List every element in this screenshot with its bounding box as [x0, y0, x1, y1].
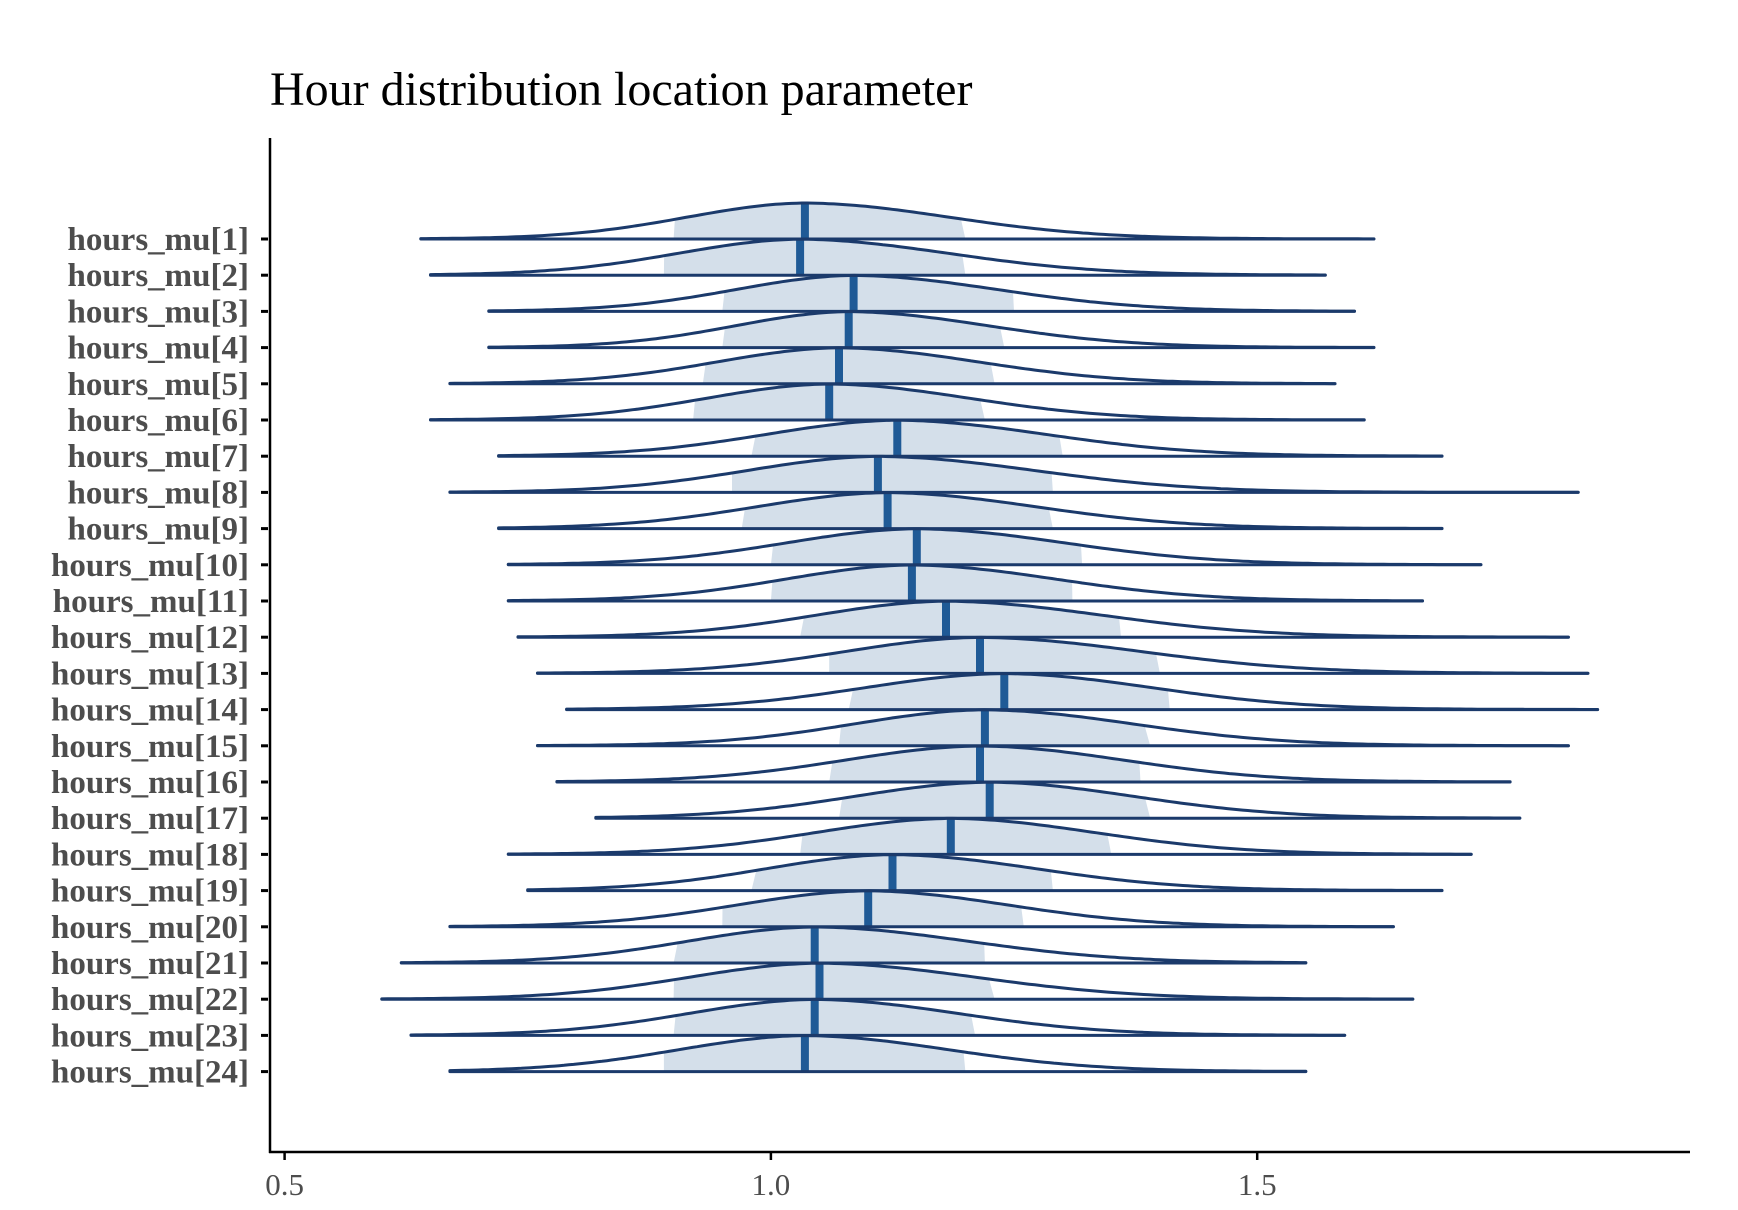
y-tick-label: hours_mu[9]	[67, 512, 249, 548]
ridge-interval-fill	[702, 347, 995, 384]
ridge-11	[506, 563, 1424, 603]
ridge-density-outline	[409, 997, 1347, 1037]
ridge-13	[536, 635, 1590, 675]
ridge-14	[565, 672, 1600, 712]
y-tick-label: hours_mu[17]	[51, 801, 249, 837]
x-tick-label: 0.5	[265, 1167, 304, 1202]
ridge-density-outline	[487, 273, 1356, 313]
y-tick-label: hours_mu[7]	[67, 439, 249, 475]
ridge-density-outline	[448, 346, 1337, 386]
ridge-density-outline	[506, 816, 1473, 856]
ridge-interval-fill	[800, 818, 1112, 855]
ridge-interval-fill	[722, 275, 1014, 312]
y-tick-label: hours_mu[8]	[67, 475, 249, 511]
y-tick-label: hours_mu[2]	[67, 258, 249, 294]
ridge-3	[487, 273, 1356, 313]
ridge-interval-fill	[848, 673, 1170, 710]
y-tick-label: hours_mu[24]	[51, 1055, 249, 1091]
y-tick-label: hours_mu[15]	[51, 729, 249, 765]
y-tick-label: hours_mu[3]	[67, 294, 249, 330]
ridge-17	[594, 780, 1522, 820]
chart-title: Hour distribution location parameter	[270, 63, 972, 116]
y-tick-label: hours_mu[18]	[51, 837, 249, 873]
ridge-interval-fill	[663, 1035, 966, 1072]
ridge-interval-fill	[800, 601, 1121, 638]
ridge-22	[380, 961, 1415, 1001]
y-tick-label: hours_mu[23]	[51, 1018, 249, 1054]
ridge-interval-fill	[673, 203, 966, 239]
ridge-10	[506, 527, 1483, 567]
y-tick-label: hours_mu[4]	[67, 331, 249, 367]
ridge-interval-fill	[829, 637, 1160, 674]
y-tick-label: hours_mu[11]	[53, 584, 249, 620]
ridge-interval-fill	[839, 782, 1151, 819]
ridge-21	[399, 925, 1308, 965]
ridge-interval-fill	[693, 384, 985, 420]
ridges-group	[380, 201, 1600, 1074]
y-tick-label: hours_mu[5]	[67, 367, 249, 403]
ridge-density-outline	[506, 563, 1424, 603]
ridge-density-outline	[448, 1034, 1308, 1073]
y-tick-label: hours_mu[21]	[51, 946, 249, 982]
y-tick-label: hours_mu[22]	[51, 982, 249, 1018]
y-tick-label: hours_mu[1]	[67, 222, 249, 258]
ridge-24	[448, 1034, 1308, 1074]
ridge-19	[526, 853, 1444, 893]
ridge-density-outline	[429, 237, 1327, 277]
ridge-interval-fill	[770, 565, 1073, 601]
ridge-interval-fill	[673, 963, 995, 1000]
ridge-6	[429, 382, 1366, 422]
ridge-20	[448, 889, 1395, 929]
y-tick-label: hours_mu[14]	[51, 693, 249, 729]
ridge-density-outline	[399, 925, 1308, 965]
ridge-interval-fill	[722, 890, 1024, 927]
ridge-interval-fill	[722, 311, 1005, 348]
y-tick-label: hours_mu[10]	[51, 548, 249, 584]
ridge-4	[487, 310, 1376, 350]
ridge-density-outline	[555, 744, 1512, 784]
y-tick-label: hours_mu[20]	[51, 910, 249, 946]
x-tick-label: 1.0	[752, 1167, 791, 1202]
ridge-5	[448, 346, 1337, 386]
y-tick-label: hours_mu[12]	[51, 620, 249, 656]
ridge-interval-fill	[829, 746, 1141, 782]
ridge-23	[409, 997, 1347, 1037]
y-tick-label: hours_mu[6]	[67, 403, 249, 439]
ridge-1	[419, 201, 1376, 241]
ridge-interval-fill	[732, 456, 1053, 493]
ridge-18	[506, 816, 1473, 856]
ridge-2	[429, 237, 1327, 277]
ridge-interval-fill	[751, 420, 1063, 457]
ridge-interval-fill	[770, 528, 1083, 565]
x-axis: 0.5 1.0 1.5	[265, 1150, 1690, 1202]
ridge-15	[536, 708, 1570, 748]
y-axis: hours_mu[1]hours_mu[2]hours_mu[3]hours_m…	[51, 138, 272, 1153]
ridge-12	[516, 599, 1570, 639]
y-tick-label: hours_mu[19]	[51, 874, 249, 910]
ridge-16	[555, 744, 1512, 784]
ridge-interval-fill	[741, 492, 1053, 529]
ridge-8	[448, 454, 1580, 494]
ridge-7	[497, 418, 1444, 458]
ridge-interval-fill	[839, 709, 1151, 746]
y-tick-label: hours_mu[16]	[51, 765, 249, 801]
x-tick-label: 1.5	[1238, 1167, 1277, 1202]
ridge-interval-fill	[663, 239, 966, 276]
ridge-interval-fill	[673, 999, 976, 1036]
ridge-interval-fill	[751, 854, 1053, 891]
y-tick-label: hours_mu[13]	[51, 656, 249, 692]
ridge-interval-fill	[673, 927, 985, 963]
ridge-9	[497, 491, 1444, 531]
